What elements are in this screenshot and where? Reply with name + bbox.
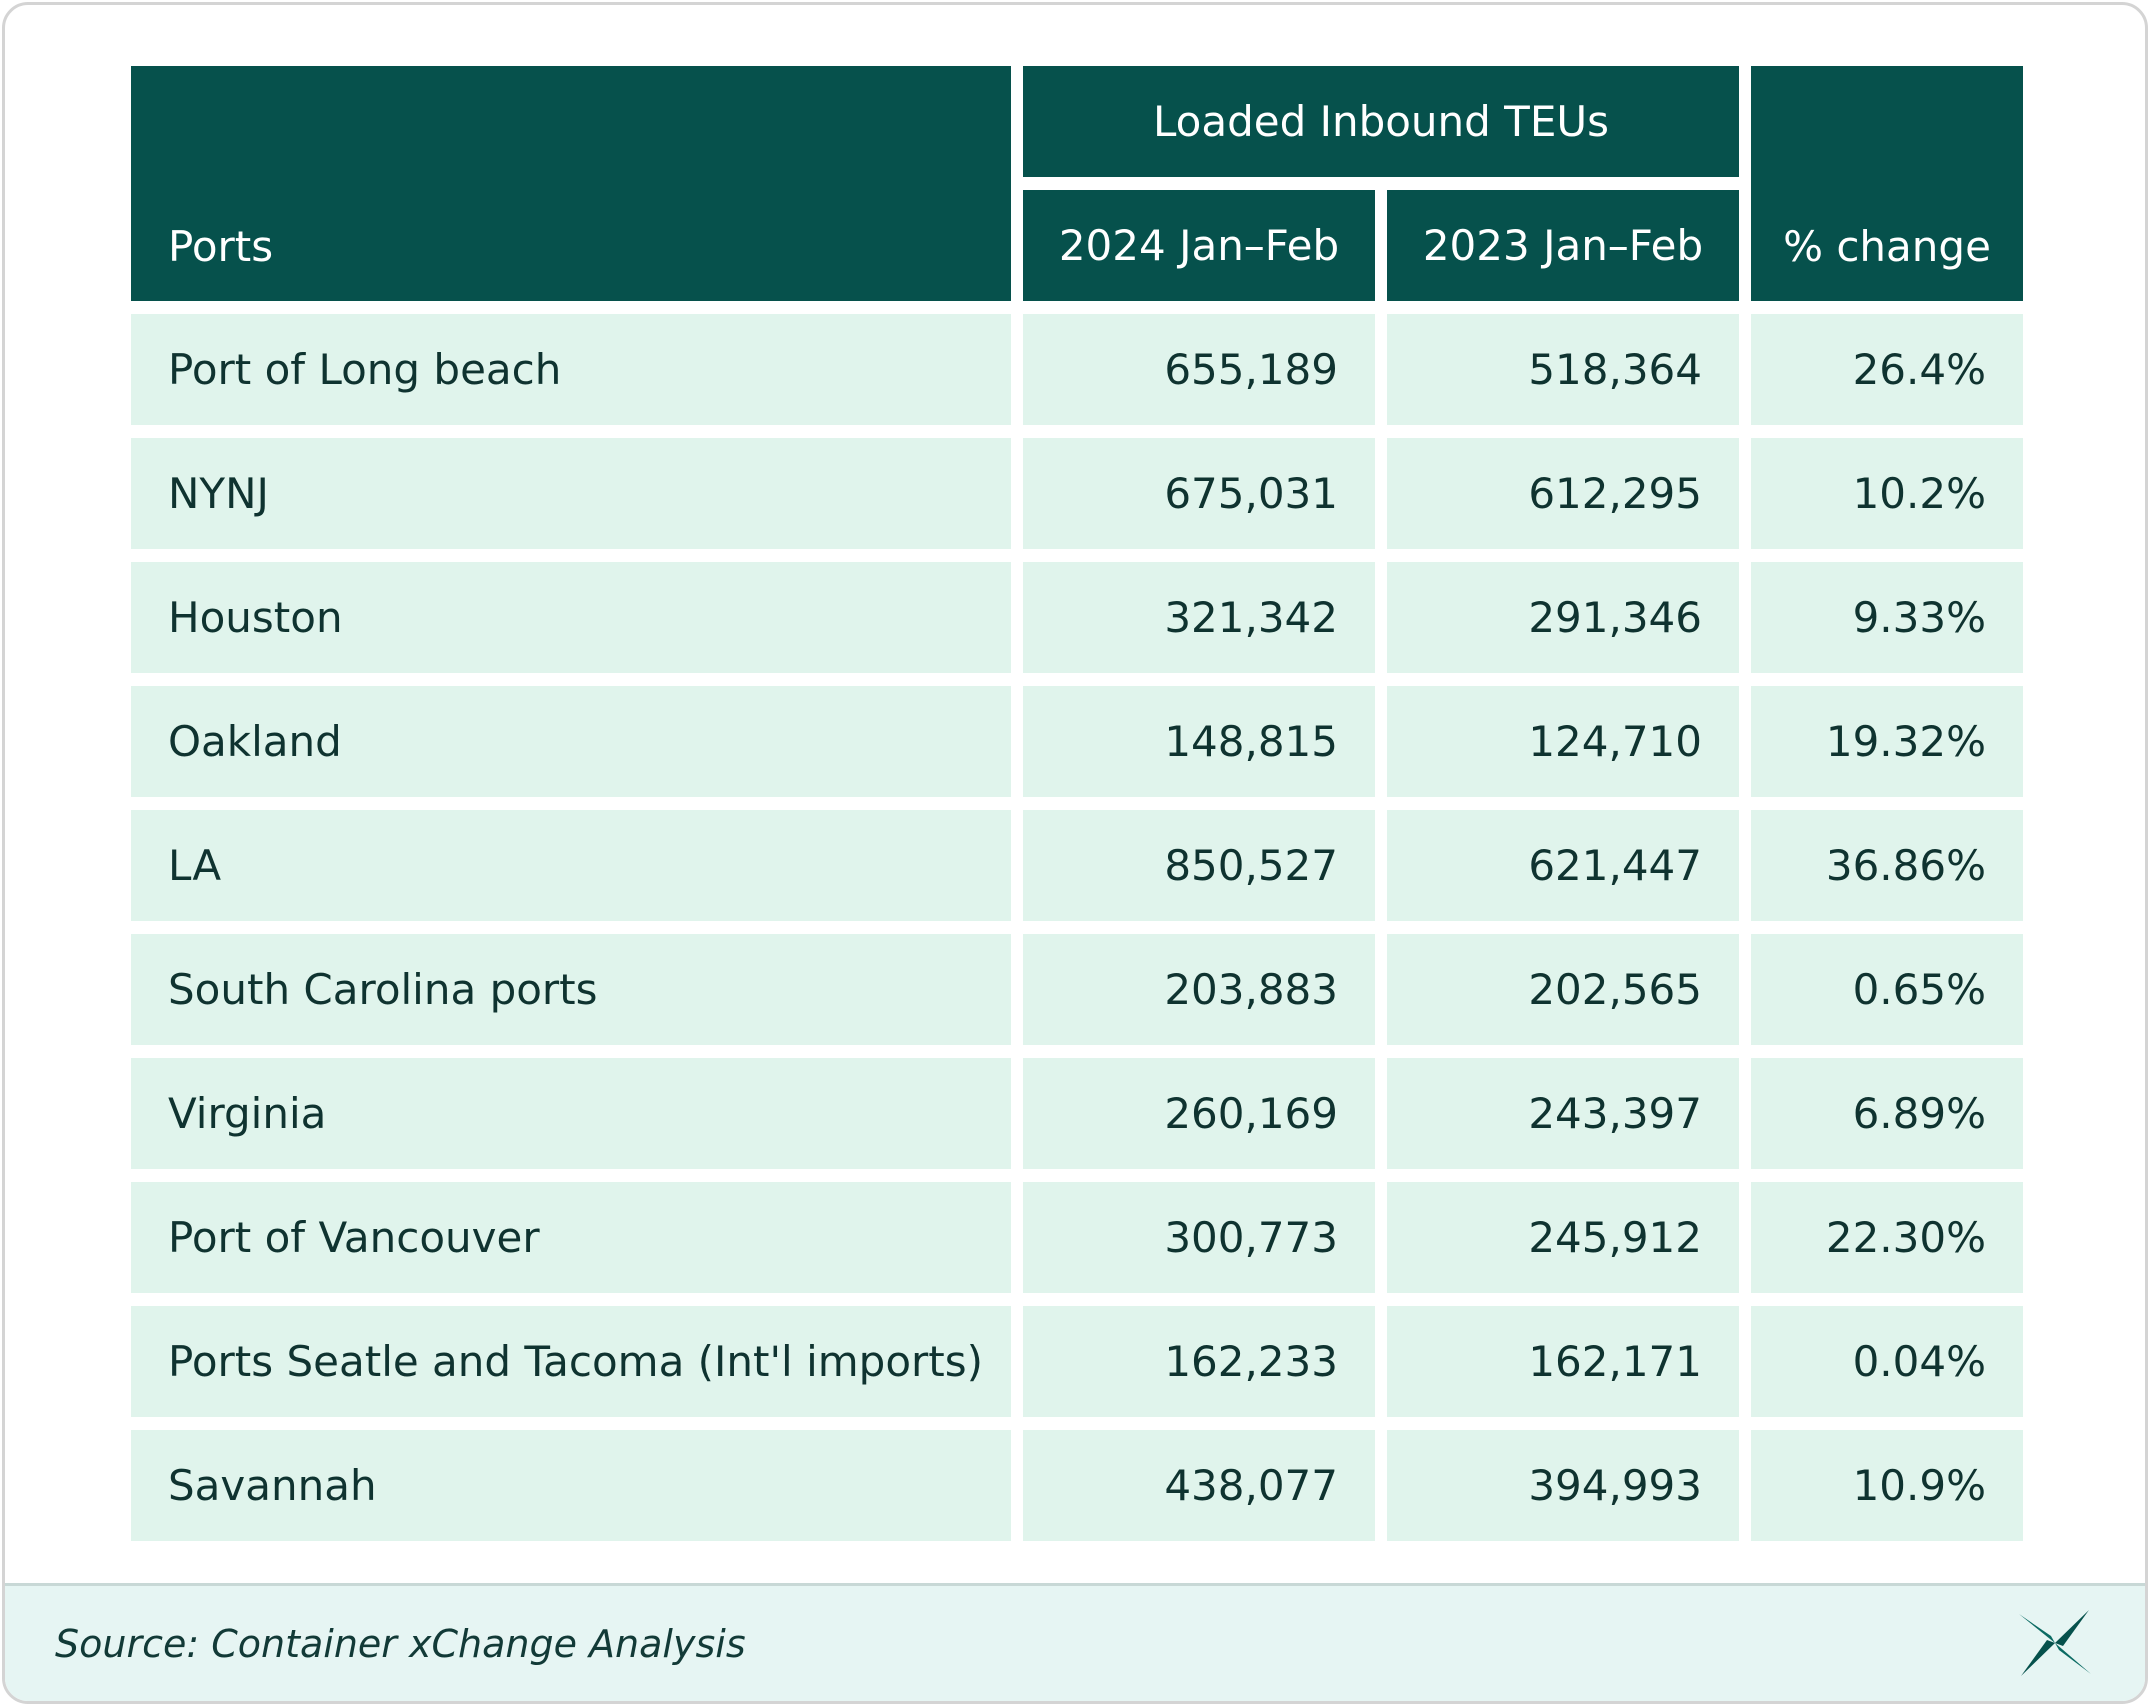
cell-2023: 291,346	[1387, 562, 1739, 673]
cell-2023: 394,993	[1387, 1430, 1739, 1541]
cell-percent-change: 22.30%	[1751, 1182, 2023, 1293]
cell-port: LA	[131, 810, 1011, 921]
cell-2023: 243,397	[1387, 1058, 1739, 1169]
cell-percent-change: 9.33%	[1751, 562, 2023, 673]
cell-2023: 518,364	[1387, 314, 1739, 425]
cell-2024: 148,815	[1023, 686, 1375, 797]
cell-port: South Carolina ports	[131, 934, 1011, 1045]
header-loaded-inbound-teus: Loaded Inbound TEUs	[1023, 66, 1739, 177]
cell-percent-change: 10.9%	[1751, 1430, 2023, 1541]
source-note: Source: Container xChange Analysis	[55, 1621, 746, 1666]
header-percent-change: % change	[1751, 66, 2023, 301]
teu-table: Ports Loaded Inbound TEUs % change 2024 …	[131, 66, 2023, 1541]
cell-percent-change: 0.04%	[1751, 1306, 2023, 1417]
cell-port: Port of Long beach	[131, 314, 1011, 425]
cell-2024: 162,233	[1023, 1306, 1375, 1417]
cell-2023: 162,171	[1387, 1306, 1739, 1417]
cell-2024: 675,031	[1023, 438, 1375, 549]
cell-2024: 300,773	[1023, 1182, 1375, 1293]
cell-port: Port of Vancouver	[131, 1182, 1011, 1293]
cell-port: NYNJ	[131, 438, 1011, 549]
cell-percent-change: 10.2%	[1751, 438, 2023, 549]
cell-2023: 612,295	[1387, 438, 1739, 549]
cell-percent-change: 6.89%	[1751, 1058, 2023, 1169]
cell-2024: 655,189	[1023, 314, 1375, 425]
cell-2024: 438,077	[1023, 1430, 1375, 1541]
footer: Source: Container xChange Analysis	[5, 1583, 2145, 1701]
header-2023: 2023 Jan–Feb	[1387, 190, 1739, 301]
cell-percent-change: 19.32%	[1751, 686, 2023, 797]
cell-2024: 321,342	[1023, 562, 1375, 673]
cell-percent-change: 0.65%	[1751, 934, 2023, 1045]
cell-2024: 203,883	[1023, 934, 1375, 1045]
cell-port: Savannah	[131, 1430, 1011, 1541]
cell-percent-change: 26.4%	[1751, 314, 2023, 425]
cell-2023: 245,912	[1387, 1182, 1739, 1293]
cell-2023: 621,447	[1387, 810, 1739, 921]
cell-percent-change: 36.86%	[1751, 810, 2023, 921]
cell-port: Ports Seatle and Tacoma (Int'l imports)	[131, 1306, 1011, 1417]
cell-2023: 202,565	[1387, 934, 1739, 1045]
cell-2024: 850,527	[1023, 810, 1375, 921]
cell-port: Virginia	[131, 1058, 1011, 1169]
header-ports: Ports	[131, 66, 1011, 301]
cell-port: Houston	[131, 562, 1011, 673]
cell-port: Oakland	[131, 686, 1011, 797]
cell-2024: 260,169	[1023, 1058, 1375, 1169]
header-2024: 2024 Jan–Feb	[1023, 190, 1375, 301]
xchange-star-icon	[2019, 1610, 2091, 1676]
cell-2023: 124,710	[1387, 686, 1739, 797]
